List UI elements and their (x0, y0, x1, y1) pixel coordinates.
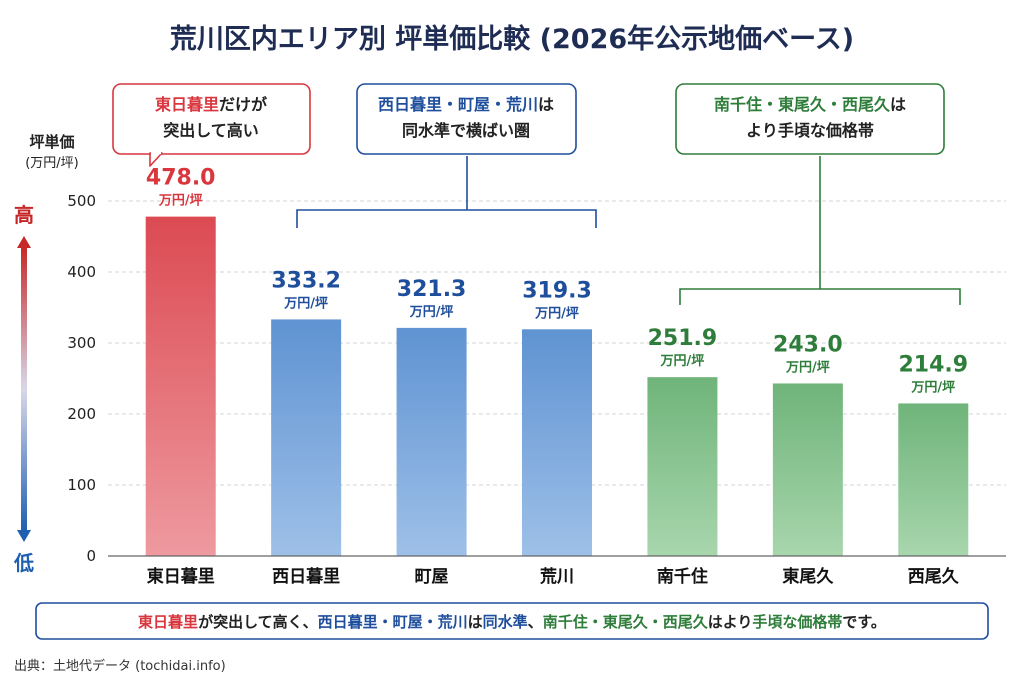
value-label: 251.9 (648, 326, 718, 351)
bar-6 (772, 383, 843, 556)
summary-part4: は (468, 613, 483, 631)
y-tick-label: 500 (67, 192, 96, 210)
down-arrow-icon (17, 530, 31, 542)
summary-part10: です。 (842, 613, 886, 631)
summary-part7: 南千住・東尾久・西尾久 (543, 613, 709, 631)
summary-part5: 同水準 (483, 613, 528, 631)
value-unit-label: 万円/坪 (785, 360, 830, 375)
summary-part3: 西日暮里・町屋・荒川 (318, 613, 468, 631)
source-note: 出典：土地代データ (tochidai.info) (14, 658, 226, 674)
callout-red-highlight: 東日暮里 (155, 95, 219, 114)
y-tick-label: 400 (67, 263, 96, 281)
x-tick-label: 東日暮里 (147, 566, 215, 587)
low-label: 低 (13, 551, 34, 575)
summary-part6: 、 (528, 613, 543, 631)
bar-3 (396, 327, 467, 556)
x-tick-label: 東尾久 (782, 566, 833, 587)
green-bracket (679, 288, 961, 305)
svg-text:東日暮里だけが: 東日暮里だけが (155, 95, 267, 114)
value-unit-label: 万円/坪 (534, 306, 579, 321)
summary-part9: 手頃な価格帯 (752, 613, 842, 631)
y-tick-label: 0 (86, 547, 96, 565)
summary-part2: が突出して高く、 (198, 613, 318, 631)
callout-green-highlight: 南千住・東尾久・西尾久 (714, 95, 891, 114)
value-unit-label: 万円/坪 (158, 194, 203, 209)
y-ticks: 0 100 200 300 400 500 (67, 192, 96, 565)
bars (145, 216, 969, 556)
callout-green: 南千住・東尾久・西尾久は より手頃な価格帯 (675, 83, 945, 155)
value-labels: 478.0 万円/坪 333.2 万円/坪 321.3 万円/坪 319.3 万円/坪 251.… (146, 166, 968, 396)
callout-red-line2: 突出して高い (163, 121, 259, 140)
bar-5 (647, 377, 718, 556)
callout-blue: 西日暮里・町屋・荒川は 同水準で横ばい圏 (356, 83, 577, 155)
callout-red: 東日暮里だけが 突出して高い (112, 83, 311, 167)
gradient-scale (21, 246, 27, 532)
value-label: 214.9 (898, 352, 968, 377)
bar-2 (271, 319, 342, 556)
summary-box: 東日暮里が突出して高く、西日暮里・町屋・荒川は同水準、南千住・東尾久・西尾久はよ… (35, 602, 989, 640)
value-unit-label: 万円/坪 (283, 296, 328, 311)
x-tick-label: 西尾久 (908, 566, 959, 587)
bar-7 (898, 403, 969, 556)
value-label: 478.0 (146, 166, 216, 191)
svg-text:南千住・東尾久・西尾久は: 南千住・東尾久・西尾久は (714, 95, 906, 114)
callout-blue-rest: は (538, 95, 554, 114)
value-unit-label: 万円/坪 (660, 354, 705, 369)
x-tick-label: 西日暮里 (272, 566, 340, 587)
x-tick-label: 南千住 (657, 566, 708, 587)
y-tick-label: 300 (67, 334, 96, 352)
x-tick-label: 荒川 (539, 566, 574, 587)
value-label: 321.3 (397, 277, 467, 302)
callout-blue-line2: 同水準で横ばい圏 (402, 121, 530, 140)
callout-green-rest: は (890, 95, 906, 114)
value-unit-label: 万円/坪 (409, 305, 454, 320)
y-tick-label: 200 (67, 405, 96, 423)
blue-bracket (296, 209, 597, 228)
callout-connectors (296, 156, 961, 305)
high-label: 高 (14, 203, 34, 227)
value-unit-label: 万円/坪 (910, 380, 955, 395)
summary-part8: はより (708, 613, 753, 631)
value-label: 319.3 (522, 278, 592, 303)
y-axis-label: 坪単価 (29, 133, 74, 151)
callout-red-rest: だけが (219, 95, 267, 114)
summary-part1: 東日暮里 (138, 613, 198, 631)
bar-4 (522, 329, 592, 556)
x-tick-labels: 東日暮里 西日暮里 町屋 荒川 南千住 東尾久 西尾久 (147, 566, 959, 587)
up-arrow-icon (17, 236, 31, 248)
x-tick-label: 町屋 (415, 567, 449, 587)
chart-title: 荒川区内エリア別 坪単価比較 (2026年公示地価ベース) (170, 23, 854, 55)
callout-blue-highlight: 西日暮里・町屋・荒川 (378, 95, 538, 114)
value-label: 333.2 (271, 268, 341, 293)
bar-1 (145, 216, 216, 556)
y-tick-label: 100 (67, 476, 96, 494)
svg-text:西日暮里・町屋・荒川は: 西日暮里・町屋・荒川は (378, 95, 554, 114)
value-label: 243.0 (773, 332, 843, 357)
y-axis-unit: (万円/坪) (25, 156, 79, 171)
callout-green-line2: より手頃な価格帯 (746, 121, 874, 140)
summary-text: 東日暮里が突出して高く、西日暮里・町屋・荒川は同水準、南千住・東尾久・西尾久はよ… (138, 613, 886, 631)
